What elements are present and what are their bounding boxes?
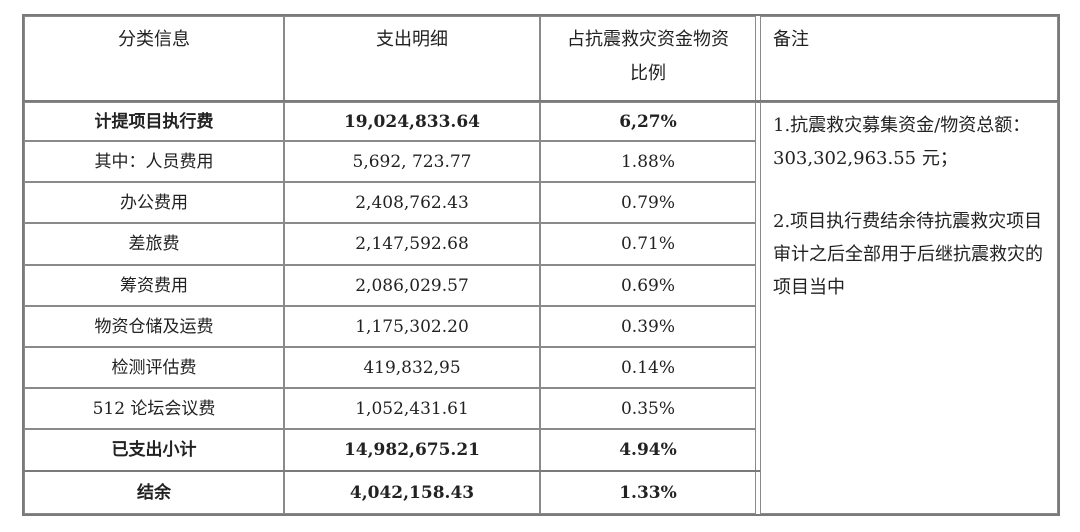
- category-cell: 计提项目执行费: [24, 102, 284, 141]
- amount-cell: 14,982,675.21: [284, 429, 540, 471]
- category-cell: 办公费用: [24, 182, 284, 223]
- header-remark: 备注: [760, 16, 1058, 102]
- ratio-cell: 1.33%: [540, 471, 756, 514]
- header-divider: [24, 100, 1058, 103]
- ratio-cell: 4.94%: [540, 429, 756, 471]
- category-cell: 检测评估费: [24, 347, 284, 388]
- remark-note-2: 2.项目执行费结余待抗震救灾项目审计之后全部用于后继抗震救灾的项目当中: [773, 211, 1043, 298]
- amount-cell: 4,042,158.43: [284, 471, 540, 514]
- category-cell: 物资仓储及运费: [24, 306, 284, 347]
- amount-cell: 2,147,592.68: [284, 223, 540, 265]
- ratio-cell: 0.71%: [540, 223, 756, 265]
- header-ratio: 占抗震救灾资金物资比例: [540, 16, 756, 102]
- category-cell: 筹资费用: [24, 265, 284, 306]
- remark-cell: 1.抗震救灾募集资金/物资总额：303,302,963.55 元； 2.项目执行…: [760, 102, 1058, 514]
- amount-cell: 5,692, 723.77: [284, 141, 540, 182]
- amount-cell: 1,175,302.20: [284, 306, 540, 347]
- category-cell: 结余: [24, 471, 284, 514]
- ratio-cell: 0.14%: [540, 347, 756, 388]
- ratio-cell: 1.88%: [540, 141, 756, 182]
- amount-cell: 19,024,833.64: [284, 102, 540, 141]
- ratio-cell: 0.39%: [540, 306, 756, 347]
- amount-cell: 2,086,029.57: [284, 265, 540, 306]
- amount-cell: 1,052,431.61: [284, 388, 540, 429]
- remark-note-1: 1.抗震救灾募集资金/物资总额：303,302,963.55 元；: [773, 115, 1031, 169]
- ratio-cell: 0.35%: [540, 388, 756, 429]
- amount-cell: 419,832,95: [284, 347, 540, 388]
- category-cell: 512 论坛会议费: [24, 388, 284, 429]
- header-category: 分类信息: [24, 16, 284, 102]
- category-cell: 其中：人员费用: [24, 141, 284, 182]
- category-cell: 差旅费: [24, 223, 284, 265]
- ratio-cell: 6,27%: [540, 102, 756, 141]
- ratio-cell: 0.69%: [540, 265, 756, 306]
- category-cell: 已支出小计: [24, 429, 284, 471]
- expense-table: 分类信息 支出明细 占抗震救灾资金物资比例 备注 1.抗震救灾募集资金/物资总额…: [22, 14, 1060, 516]
- row-divider: [24, 470, 760, 472]
- header-detail: 支出明细: [284, 16, 540, 102]
- ratio-cell: 0.79%: [540, 182, 756, 223]
- amount-cell: 2,408,762.43: [284, 182, 540, 223]
